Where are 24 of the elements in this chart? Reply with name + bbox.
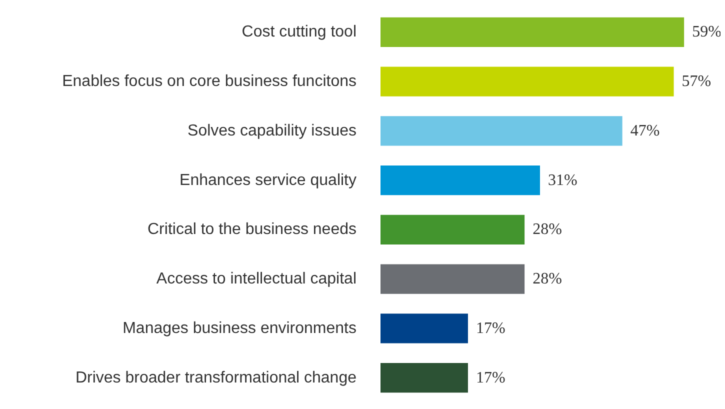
data-label: 59% (692, 24, 722, 41)
y-tick-label: Access to intellectual capital (156, 270, 357, 288)
data-label: 17% (476, 369, 506, 386)
y-tick-label: Manages business environments (122, 320, 356, 337)
y-tick-label: Drives broader transformational change (75, 369, 357, 386)
bar (380, 363, 468, 393)
data-label: 31% (548, 172, 578, 189)
data-label: 28% (532, 270, 562, 288)
y-tick-label: Enhances service quality (180, 172, 356, 189)
bar (380, 314, 468, 344)
bar (380, 214, 525, 245)
bar (380, 165, 540, 196)
y-tick-label: Cost cutting tool (242, 24, 357, 41)
data-label: 57% (682, 73, 712, 90)
bar (380, 17, 684, 47)
bar (380, 66, 674, 96)
y-tick-label: Enables focus on core business funcitons (62, 73, 357, 90)
bar (380, 264, 525, 294)
data-label: 17% (476, 320, 506, 337)
y-tick-label: Solves capability issues (188, 122, 356, 140)
y-tick-label: Critical to the business needs (148, 221, 356, 238)
data-label: 28% (532, 221, 562, 238)
data-label: 47% (630, 122, 660, 140)
bar (380, 116, 622, 146)
